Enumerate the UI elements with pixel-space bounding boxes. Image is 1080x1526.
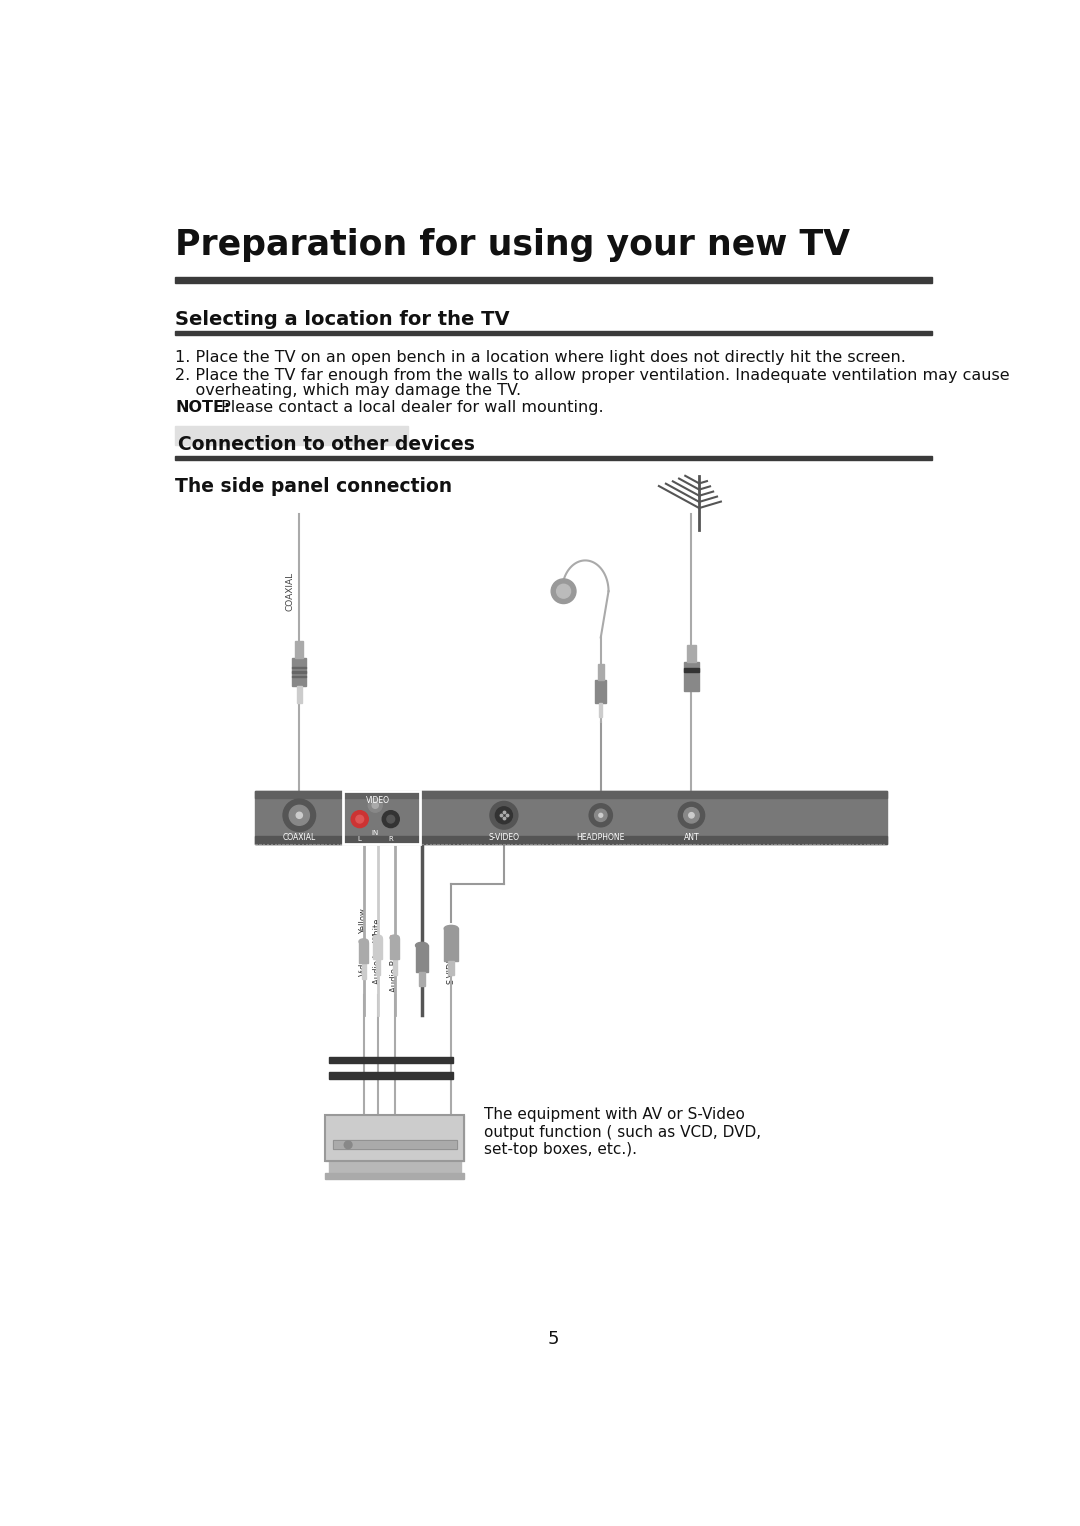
Bar bbox=[328, 1161, 460, 1172]
Bar bbox=[328, 1058, 453, 1064]
Bar bbox=[419, 972, 424, 986]
Text: overheating, which may damage the TV.: overheating, which may damage the TV. bbox=[175, 383, 522, 398]
Text: 1. Place the TV on an open bench in a location where light does not directly hit: 1. Place the TV on an open bench in a lo… bbox=[175, 349, 906, 365]
Bar bbox=[390, 937, 400, 960]
Text: Selecting a location for the TV: Selecting a location for the TV bbox=[175, 310, 510, 330]
Circle shape bbox=[598, 813, 603, 818]
Bar bbox=[328, 1073, 453, 1079]
Text: L: L bbox=[357, 836, 362, 842]
Bar bbox=[255, 792, 887, 844]
Ellipse shape bbox=[416, 943, 428, 949]
Text: Video: Video bbox=[360, 952, 368, 977]
Ellipse shape bbox=[359, 938, 368, 945]
Bar bbox=[376, 960, 379, 975]
Text: The equipment with AV or S-Video
output function ( such as VCD, DVD,
set-top box: The equipment with AV or S-Video output … bbox=[484, 1108, 761, 1157]
Bar bbox=[297, 685, 301, 703]
Text: VIDEO: VIDEO bbox=[365, 797, 390, 806]
Circle shape bbox=[296, 812, 302, 818]
Text: Red: Red bbox=[390, 932, 400, 949]
Text: 5: 5 bbox=[548, 1331, 559, 1349]
Circle shape bbox=[556, 584, 570, 598]
Text: Connection to other devices: Connection to other devices bbox=[178, 435, 475, 453]
Bar bbox=[293, 658, 307, 685]
Circle shape bbox=[289, 806, 309, 826]
Bar bbox=[296, 641, 303, 658]
Text: Audio L: Audio L bbox=[373, 952, 382, 984]
Circle shape bbox=[382, 810, 400, 827]
Bar bbox=[362, 963, 365, 978]
Ellipse shape bbox=[390, 935, 400, 940]
Bar bbox=[448, 961, 455, 975]
Text: ANT: ANT bbox=[684, 833, 699, 842]
Bar bbox=[684, 668, 699, 671]
Bar bbox=[333, 1140, 457, 1149]
Bar bbox=[444, 928, 458, 961]
Bar bbox=[175, 331, 932, 334]
Text: HEADPHONE: HEADPHONE bbox=[577, 833, 625, 842]
Circle shape bbox=[689, 812, 694, 818]
Circle shape bbox=[551, 578, 576, 604]
Text: White: White bbox=[373, 917, 382, 942]
Text: COAXIAL: COAXIAL bbox=[285, 572, 295, 610]
Text: 2. Place the TV far enough from the walls to allow proper ventilation. Inadequat: 2. Place the TV far enough from the wall… bbox=[175, 368, 1010, 383]
Bar bbox=[359, 942, 368, 963]
Text: R: R bbox=[389, 836, 393, 842]
Circle shape bbox=[490, 801, 517, 829]
Bar bbox=[293, 667, 307, 668]
Circle shape bbox=[373, 803, 378, 809]
Text: Preparation for using your new TV: Preparation for using your new TV bbox=[175, 227, 850, 262]
Circle shape bbox=[345, 1141, 352, 1149]
Bar bbox=[595, 679, 606, 703]
Circle shape bbox=[351, 810, 368, 827]
Bar bbox=[373, 937, 382, 960]
Circle shape bbox=[595, 809, 607, 821]
Bar bbox=[255, 792, 887, 798]
Text: The side panel connection: The side panel connection bbox=[175, 478, 453, 496]
Bar bbox=[293, 676, 307, 678]
Text: S-VIDEO: S-VIDEO bbox=[488, 833, 519, 842]
Bar bbox=[687, 645, 697, 662]
Circle shape bbox=[368, 798, 382, 812]
Bar bbox=[255, 836, 887, 844]
Ellipse shape bbox=[373, 935, 382, 940]
Bar bbox=[597, 664, 604, 679]
Text: COAXIAL: COAXIAL bbox=[283, 833, 316, 842]
Circle shape bbox=[496, 807, 512, 824]
Text: Please contact a local dealer for wall mounting.: Please contact a local dealer for wall m… bbox=[216, 400, 604, 415]
Bar bbox=[684, 662, 699, 691]
Bar bbox=[175, 456, 932, 461]
Text: Audio R: Audio R bbox=[390, 960, 400, 992]
Bar bbox=[416, 946, 428, 972]
Circle shape bbox=[387, 815, 394, 823]
Bar bbox=[333, 1140, 457, 1149]
Circle shape bbox=[283, 800, 315, 832]
Circle shape bbox=[590, 804, 612, 827]
Bar bbox=[393, 960, 396, 975]
Bar bbox=[342, 792, 420, 844]
Text: S-VIDEO: S-VIDEO bbox=[447, 949, 456, 984]
Text: Yellow: Yellow bbox=[360, 908, 368, 934]
Circle shape bbox=[684, 807, 699, 823]
Bar bbox=[175, 426, 408, 446]
Bar bbox=[325, 1116, 464, 1161]
Bar bbox=[599, 703, 603, 717]
Circle shape bbox=[356, 815, 364, 823]
Bar bbox=[325, 1172, 464, 1178]
Bar bbox=[293, 671, 307, 673]
Text: NOTE:: NOTE: bbox=[175, 400, 231, 415]
Circle shape bbox=[678, 803, 704, 829]
Bar bbox=[175, 278, 932, 284]
Ellipse shape bbox=[444, 925, 458, 931]
Bar bbox=[325, 1116, 464, 1161]
Text: IN: IN bbox=[372, 830, 379, 836]
